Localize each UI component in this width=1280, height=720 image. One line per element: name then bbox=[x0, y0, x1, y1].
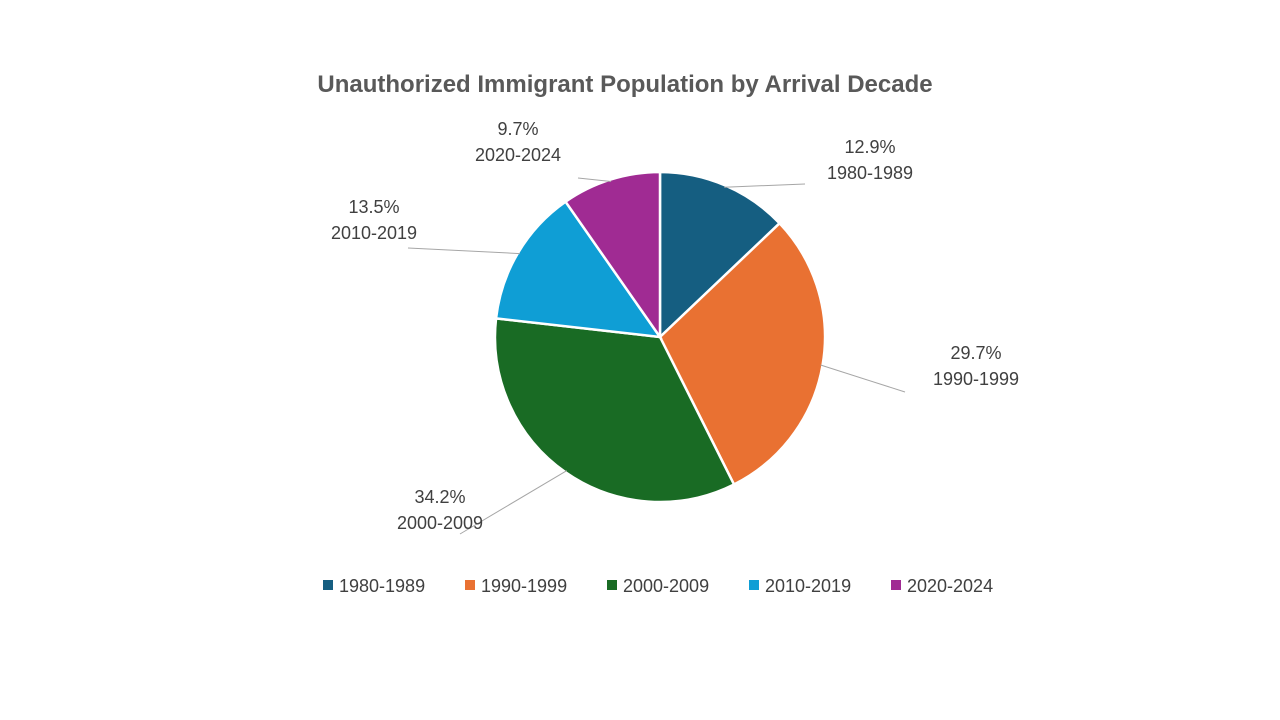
legend-label-1980-1989: 1980-1989 bbox=[339, 576, 425, 596]
data-label-category-1980-1989: 1980-1989 bbox=[827, 163, 913, 183]
leader-line-1990-1999 bbox=[820, 364, 906, 393]
legend-swatch-1980-1989 bbox=[323, 580, 333, 590]
data-label-value-2000-2009: 34.2% bbox=[414, 487, 465, 507]
legend-swatch-1990-1999 bbox=[465, 580, 475, 590]
data-label-value-2020-2024: 9.7% bbox=[497, 119, 538, 139]
leader-line-2010-2019 bbox=[407, 247, 520, 255]
legend-label-2000-2009: 2000-2009 bbox=[623, 576, 709, 596]
pie-slice-2020-2024 bbox=[563, 170, 662, 341]
legend-swatch-2010-2019 bbox=[749, 580, 759, 590]
data-label-value-2010-2019: 13.5% bbox=[348, 197, 399, 217]
leader-lines bbox=[407, 177, 906, 535]
data-label-category-2000-2009: 2000-2009 bbox=[397, 513, 483, 533]
data-label-category-2010-2019: 2010-2019 bbox=[331, 223, 417, 243]
leader-line-1980-1989 bbox=[724, 183, 806, 188]
leader-line-2000-2009 bbox=[459, 470, 567, 535]
pie-slice-2010-2019 bbox=[494, 199, 663, 339]
data-label-category-1990-1999: 1990-1999 bbox=[933, 369, 1019, 389]
data-label-category-2020-2024: 2020-2024 bbox=[475, 145, 561, 165]
data-label-value-1990-1999: 29.7% bbox=[950, 343, 1001, 363]
chart-title: Unauthorized Immigrant Population by Arr… bbox=[317, 71, 932, 98]
legend-swatch-2020-2024 bbox=[891, 580, 901, 590]
legend: 1980-1989 1990-1999 2000-2009 2010-2019 2020… bbox=[323, 576, 993, 596]
legend-label-2010-2019: 2010-2019 bbox=[765, 576, 851, 596]
data-label-value-1980-1989: 12.9% bbox=[844, 137, 895, 157]
pie-slice-2000-2009 bbox=[493, 316, 736, 504]
legend-swatch-2000-2009 bbox=[607, 580, 617, 590]
pie-slice-1980-1989 bbox=[658, 170, 782, 340]
data-labels: 12.9% 1980-1989 29.7% 1990-1999 34.2% 2000-20… bbox=[331, 119, 1019, 533]
leader-line-2020-2024 bbox=[577, 177, 612, 183]
legend-label-2020-2024: 2020-2024 bbox=[907, 576, 993, 596]
pie-slices bbox=[493, 170, 827, 504]
legend-label-1990-1999: 1990-1999 bbox=[481, 576, 567, 596]
